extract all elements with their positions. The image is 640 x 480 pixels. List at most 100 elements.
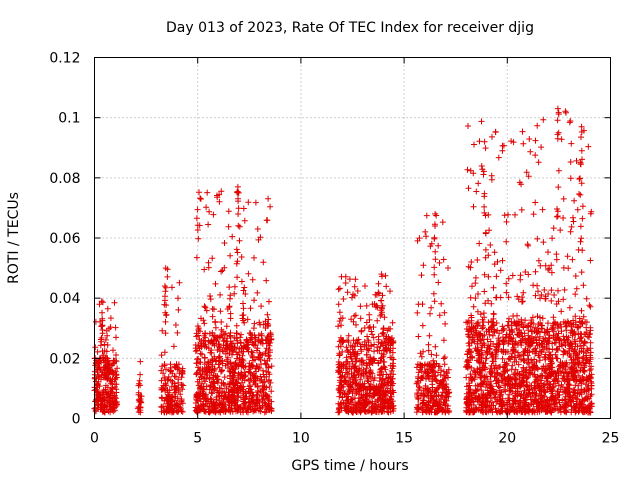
data-point (360, 399, 367, 405)
data-point (254, 345, 261, 352)
data-point (578, 147, 585, 154)
data-point (202, 304, 209, 311)
data-point (172, 383, 179, 390)
data-point (436, 259, 443, 266)
data-point (389, 319, 396, 326)
data-point (368, 328, 375, 335)
data-point (487, 395, 494, 402)
data-point (420, 348, 427, 355)
data-point (210, 336, 217, 343)
data-point (245, 385, 252, 392)
data-point (350, 318, 357, 325)
data-point (377, 390, 384, 397)
data-point (340, 383, 347, 390)
data-point (205, 345, 212, 352)
data-point (175, 387, 182, 394)
data-point (336, 393, 343, 400)
data-point (431, 298, 438, 305)
data-point (383, 283, 390, 290)
data-point (251, 320, 258, 327)
data-point (215, 389, 222, 396)
data-point (265, 397, 272, 404)
data-point (431, 271, 438, 278)
data-point (430, 290, 437, 297)
data-point (558, 308, 565, 315)
data-point (203, 365, 210, 372)
data-point (530, 211, 537, 218)
data-point (239, 315, 246, 322)
data-point (492, 128, 499, 135)
data-point (241, 217, 248, 224)
data-point (201, 266, 208, 273)
data-point (358, 372, 365, 379)
data-point (171, 373, 178, 380)
data-point (472, 280, 479, 287)
data-point (242, 291, 249, 297)
data-point (268, 388, 275, 395)
data-point (432, 248, 439, 255)
data-point (579, 215, 586, 222)
data-point (236, 237, 243, 244)
y-tick-label: 0.1 (58, 111, 80, 127)
data-point (199, 393, 206, 400)
y-tick-label: 0.06 (49, 231, 80, 247)
data-point (363, 319, 370, 326)
data-point (555, 287, 561, 294)
data-point (336, 309, 343, 316)
data-point (207, 296, 214, 303)
data-point (564, 253, 571, 260)
data-point (205, 338, 212, 345)
data-point (548, 287, 555, 294)
data-point (526, 136, 533, 142)
data-point (222, 401, 229, 408)
data-point (375, 360, 382, 367)
data-point (342, 377, 349, 384)
data-point (554, 135, 561, 142)
data-point (204, 189, 211, 196)
data-point (178, 374, 185, 381)
data-point (553, 251, 560, 258)
data-point (114, 365, 121, 372)
data-point (227, 315, 234, 322)
data-point (362, 369, 369, 376)
data-point (238, 345, 245, 352)
data-point (366, 361, 373, 368)
data-point (428, 304, 435, 311)
data-point (572, 291, 579, 298)
data-point (261, 409, 268, 416)
y-tick-label: 0 (72, 412, 81, 428)
data-point (98, 323, 105, 330)
data-point (361, 325, 368, 331)
data-point (381, 364, 388, 371)
data-point (229, 399, 235, 406)
data-point (488, 300, 495, 307)
data-point (175, 306, 182, 313)
data-point (219, 404, 226, 411)
data-point (351, 343, 358, 350)
data-point (355, 371, 362, 378)
data-point (94, 348, 101, 355)
data-point (99, 309, 105, 316)
data-point (137, 404, 144, 411)
data-point (102, 386, 109, 393)
data-point (221, 374, 228, 381)
data-point (349, 401, 355, 408)
data-point (241, 400, 248, 407)
data-point (342, 273, 349, 280)
data-point (340, 361, 346, 368)
data-point (425, 347, 432, 354)
data-point (537, 262, 544, 269)
data-point (210, 372, 217, 379)
data-point (244, 339, 251, 346)
data-point (197, 350, 204, 357)
data-point (363, 360, 370, 367)
data-point (92, 344, 99, 351)
data-point (371, 375, 378, 381)
data-point (440, 355, 447, 362)
data-point (390, 408, 397, 414)
data-point (214, 194, 221, 201)
data-point (265, 364, 272, 371)
data-point (503, 218, 510, 225)
data-point (465, 185, 472, 192)
data-point (348, 355, 355, 362)
